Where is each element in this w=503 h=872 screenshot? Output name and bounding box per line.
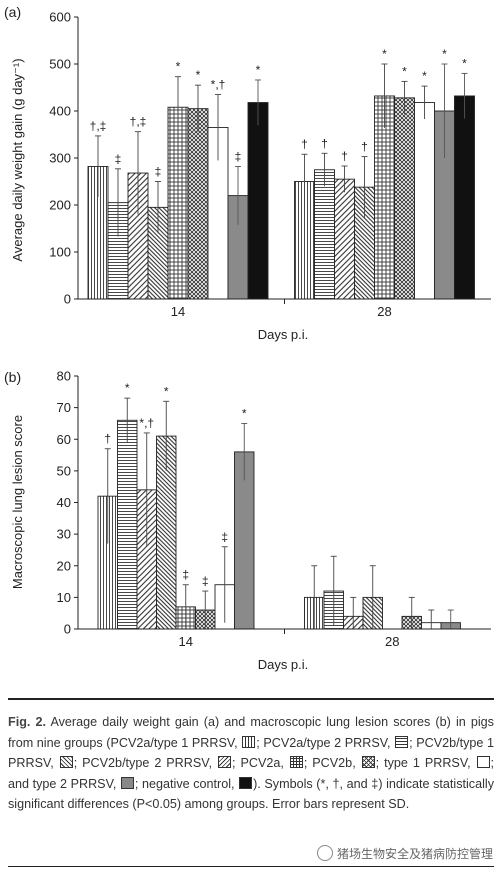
- figure-caption: Fig. 2. Average daily weight gain (a) an…: [8, 712, 494, 815]
- y-axis-label-b: Macroscopic lung lesion score: [10, 415, 25, 589]
- significance-symbol: ‡: [155, 165, 162, 179]
- black-box-icon: [239, 776, 253, 789]
- bar: [247, 102, 269, 300]
- y-tick-label: 70: [57, 400, 71, 415]
- panel-label-b: (b): [4, 369, 21, 385]
- y-tick-label: 40: [57, 495, 71, 510]
- gray-box-icon: [120, 776, 134, 789]
- y-tick-label: 400: [49, 104, 71, 119]
- y-tick-label: 60: [57, 432, 71, 447]
- y-axis-label-a: Average daily weight gain (g day⁻¹): [10, 58, 25, 261]
- caption-bottom-rule: [8, 866, 494, 867]
- y-tick-label: 600: [49, 10, 71, 25]
- significance-symbol: †: [361, 140, 368, 154]
- significance-symbol: *: [196, 68, 201, 82]
- y-tick-label: 10: [57, 590, 71, 605]
- y-axis-b: 0 10 20 30 40 50 60 70 80: [57, 369, 79, 637]
- diagonal-hatch-icon: [59, 756, 73, 768]
- significance-symbol: ‡: [182, 568, 189, 582]
- significance-symbol: ‡: [115, 152, 122, 166]
- significance-symbol: *: [422, 69, 427, 83]
- x-tick-label: 14: [179, 634, 193, 649]
- significance-symbol: *: [442, 47, 447, 61]
- significance-symbol: *: [256, 63, 261, 77]
- significance-symbol: †: [321, 136, 328, 150]
- significance-symbol: †: [104, 432, 111, 446]
- significance-symbol: *: [242, 406, 247, 420]
- x-axis-a: 14 28: [78, 298, 491, 319]
- significance-symbol: ‡: [221, 530, 228, 544]
- watermark: 猪场生物安全及猪病防控管理: [316, 845, 493, 862]
- x-tick-label: 14: [171, 304, 185, 319]
- white-box-icon: [476, 756, 490, 768]
- bar: [454, 95, 475, 300]
- bar: [117, 419, 138, 630]
- caption-text-3: ; PCV2b/type 1 PRRSV,: [8, 735, 495, 771]
- significance-symbol: *: [402, 64, 407, 78]
- y-tick-label: 0: [64, 292, 71, 307]
- caption-top-rule: [8, 698, 494, 700]
- y-tick-label: 500: [49, 57, 71, 72]
- caption-text-5: ; PCV2a,: [232, 756, 284, 770]
- significance-symbol: *,†: [139, 416, 154, 430]
- bar: [187, 108, 209, 300]
- significance-symbol: ‡: [235, 149, 242, 163]
- significance-symbol: *: [164, 384, 169, 398]
- grid-hatch-icon: [289, 756, 303, 768]
- bars-a: †,‡ ‡ †,‡ ‡ * * *,† ‡ * † † † † * * * * *: [87, 47, 475, 300]
- caption-text-2: ; PCV2a/type 2 PRRSV,: [256, 735, 391, 750]
- y-tick-label: 50: [57, 463, 71, 478]
- significance-symbol: *,†: [211, 78, 226, 92]
- bar: [414, 102, 435, 300]
- significance-symbol: †,‡: [90, 119, 107, 133]
- caption-text-1: Average daily weight gain (a) and macros…: [8, 715, 494, 750]
- bar: [334, 178, 355, 300]
- y-tick-label: 200: [49, 198, 71, 213]
- wechat-icon: [316, 845, 333, 861]
- significance-symbol: *: [462, 56, 467, 70]
- y-tick-label: 30: [57, 527, 71, 542]
- significance-symbol: †: [341, 149, 348, 163]
- y-tick-label: 0: [64, 622, 71, 637]
- caption-text-7: ; type 1 PRRSV,: [375, 756, 471, 770]
- crosshatch-icon: [361, 756, 375, 768]
- x-tick-label: 28: [385, 634, 399, 649]
- dense-diagonal-hatch-icon: [218, 756, 231, 768]
- significance-symbol: †: [301, 137, 308, 151]
- horizontal-hatch-icon: [395, 735, 409, 748]
- significance-symbol: *: [382, 47, 387, 61]
- caption-text-10: ). Symbols (*, †, and ‡) indicate statis…: [8, 776, 494, 812]
- significance-symbol: ‡: [202, 574, 209, 588]
- bars-b: † * *,† * ‡ ‡ ‡ *: [97, 381, 461, 630]
- panel-label-a: (a): [4, 4, 21, 20]
- y-tick-label: 80: [57, 369, 71, 384]
- caption-text-4: ; PCV2b/type 2 PRRSV,: [73, 756, 213, 770]
- caption-text-8: ; and type 2 PRRSV,: [8, 756, 495, 791]
- x-axis-label-b: Days p.i.: [258, 657, 309, 672]
- caption-text-6: ; PCV2b,: [303, 756, 356, 770]
- bar: [314, 169, 335, 300]
- y-tick-label: 20: [57, 558, 71, 573]
- caption-text-9: ; negative control,: [134, 776, 235, 791]
- panel-a: (a) Average daily weight gain (g day⁻¹) …: [4, 4, 491, 342]
- y-axis-a: 0 100 200 300 400 500 600: [49, 10, 79, 307]
- significance-symbol: *: [176, 60, 181, 74]
- watermark-text: 猪场生物安全及猪病防控管理: [336, 847, 493, 861]
- panel-b: (b) Macroscopic lung lesion score 0 10 20 3…: [4, 369, 491, 672]
- x-axis-label-a: Days p.i.: [258, 327, 309, 342]
- x-tick-label: 28: [377, 304, 391, 319]
- x-axis-b: 14 28: [78, 628, 491, 649]
- y-tick-label: 100: [49, 245, 71, 260]
- significance-symbol: *: [125, 381, 130, 395]
- figure: (a) Average daily weight gain (g day⁻¹) …: [4, 4, 491, 672]
- y-tick-label: 300: [49, 151, 71, 166]
- significance-symbol: †,‡: [130, 115, 147, 129]
- caption-fig-label: Fig. 2.: [8, 715, 47, 729]
- vertical-hatch-icon: [242, 735, 256, 748]
- bar: [394, 97, 415, 300]
